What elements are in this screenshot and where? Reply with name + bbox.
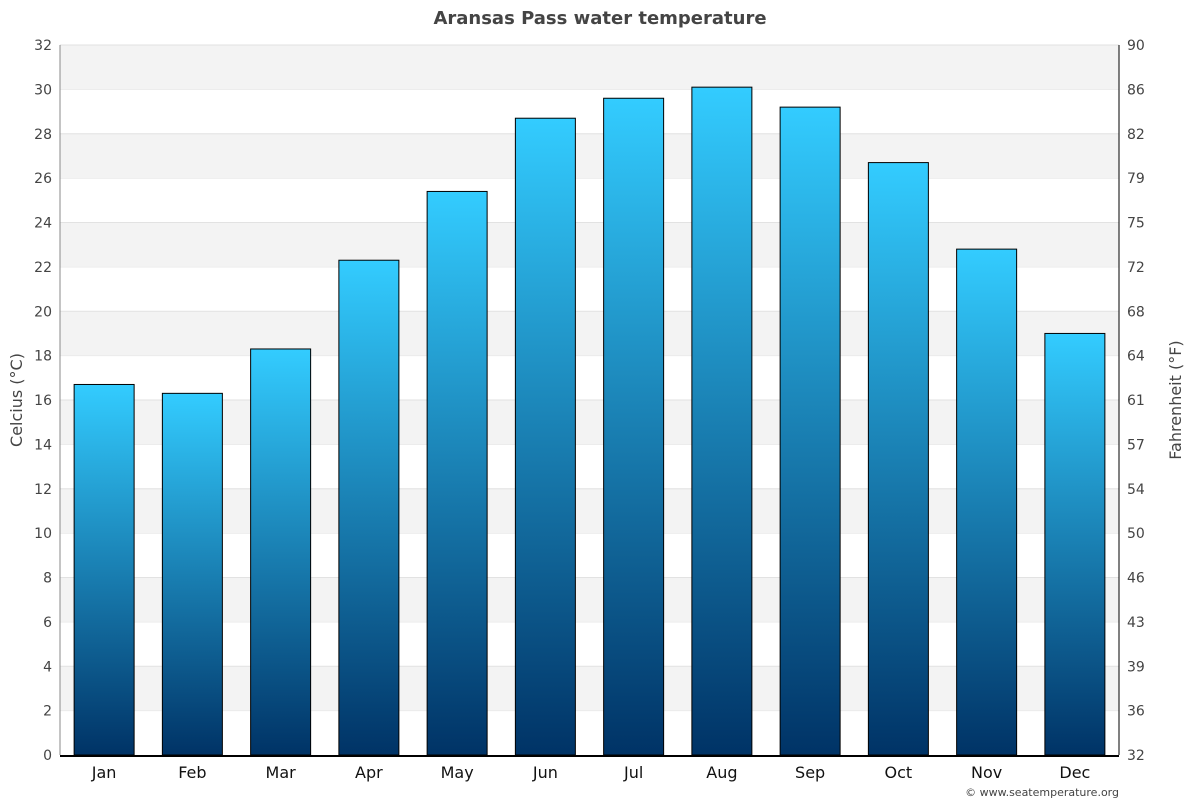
bar-dec — [1044, 332, 1106, 756]
bar-nov — [956, 248, 1018, 756]
bar-jun — [514, 117, 576, 756]
x-tick-label: May — [441, 763, 474, 782]
y-tick-label: 28 — [34, 127, 52, 143]
x-tick-label: Jul — [623, 763, 643, 782]
grid-band — [60, 400, 1119, 445]
y2-tick-label: 54 — [1127, 482, 1145, 498]
bar-may — [426, 190, 488, 756]
y2-tick-label: 82 — [1127, 127, 1145, 143]
y-tick-label: 16 — [34, 393, 52, 409]
grid-band — [60, 222, 1119, 267]
y-tick-label: 22 — [34, 260, 52, 276]
bar-aug — [691, 86, 753, 756]
bar-apr — [338, 259, 400, 756]
x-tick-label: Mar — [266, 763, 297, 782]
credit-text: © www.seatemperature.org — [965, 786, 1119, 799]
y2-tick-label: 68 — [1127, 304, 1145, 320]
grid-band — [60, 488, 1119, 534]
y-tick-label: 6 — [43, 615, 52, 631]
y-tick-label: 32 — [34, 38, 52, 54]
y-tick-label: 24 — [34, 216, 52, 232]
y2-tick-label: 46 — [1127, 571, 1145, 587]
x-tick-label: Aug — [706, 763, 737, 782]
grid-band — [60, 577, 1119, 622]
grid-band — [60, 666, 1119, 711]
chart-title: Aransas Pass water temperature — [433, 8, 766, 29]
bar-oct — [867, 162, 929, 756]
y-tick-label: 12 — [34, 482, 52, 498]
x-tick-label: Nov — [971, 763, 1002, 782]
y-tick-label: 18 — [34, 349, 52, 365]
x-tick-label: Jan — [91, 763, 117, 782]
x-tick-label: Apr — [355, 763, 383, 782]
y-tick-label: 30 — [34, 82, 52, 98]
x-tick-label: Feb — [178, 763, 206, 782]
x-tick-label: Dec — [1059, 763, 1090, 782]
y2-tick-label: 43 — [1127, 615, 1145, 631]
y2-axis-label: Fahrenheit (°F) — [1166, 340, 1185, 459]
grid-band — [60, 311, 1119, 356]
y-tick-label: 14 — [34, 437, 52, 453]
y2-tick-label: 32 — [1127, 748, 1145, 764]
x-tick-label: Jun — [532, 763, 558, 782]
y-tick-label: 8 — [43, 571, 52, 587]
y2-tick-label: 57 — [1127, 437, 1145, 453]
bar-sep — [779, 106, 841, 756]
bar-feb — [161, 392, 223, 756]
y-tick-label: 20 — [34, 304, 52, 320]
bar-jan — [73, 383, 135, 756]
y2-tick-label: 72 — [1127, 260, 1145, 276]
y2-tick-label: 79 — [1127, 171, 1145, 187]
y-tick-label: 4 — [43, 659, 52, 675]
y2-tick-label: 36 — [1127, 704, 1145, 720]
y-axis-label: Celcius (°C) — [7, 353, 26, 447]
y2-tick-label: 64 — [1127, 349, 1145, 365]
grid-band — [60, 45, 1119, 90]
y2-tick-label: 75 — [1127, 216, 1145, 232]
y-tick-label: 10 — [34, 526, 52, 542]
y-tick-label: 2 — [43, 704, 52, 720]
y-tick-label: 0 — [43, 748, 52, 764]
y2-tick-label: 50 — [1127, 526, 1145, 542]
y2-tick-label: 39 — [1127, 659, 1145, 675]
x-tick-label: Oct — [885, 763, 913, 782]
y-tick-label: 26 — [34, 171, 52, 187]
x-tick-label: Sep — [795, 763, 825, 782]
bar-mar — [250, 348, 312, 756]
y2-tick-label: 86 — [1127, 82, 1145, 98]
bar-jul — [603, 97, 665, 756]
y2-tick-label: 61 — [1127, 393, 1145, 409]
grid-band — [60, 133, 1119, 179]
y2-tick-label: 90 — [1127, 38, 1145, 54]
